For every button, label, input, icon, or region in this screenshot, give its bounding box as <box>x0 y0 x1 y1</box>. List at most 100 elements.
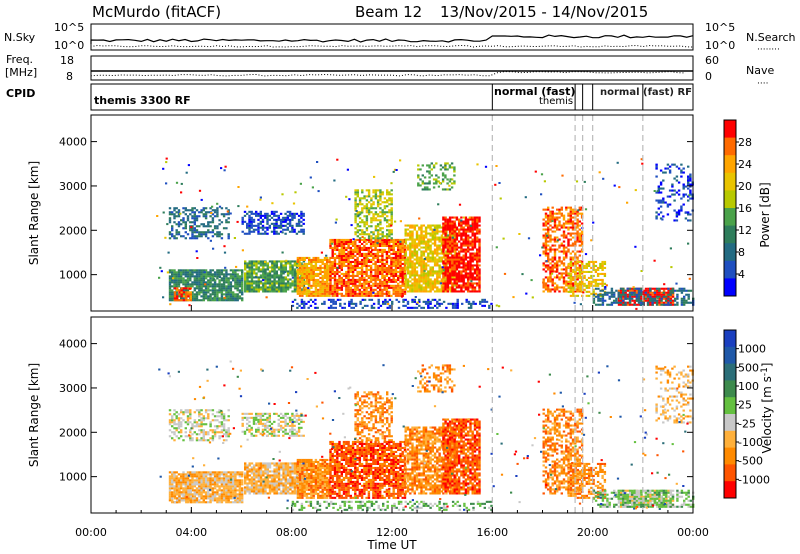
echo-cell <box>411 300 414 303</box>
echo-cell <box>354 193 357 196</box>
echo-cell <box>218 273 221 276</box>
echo-cell <box>191 229 194 232</box>
echo-cell <box>657 207 660 210</box>
echo-cell <box>173 275 176 278</box>
echo-cell <box>180 271 183 274</box>
echo-cell <box>365 217 369 220</box>
echo-cell <box>186 283 190 286</box>
echo-cell <box>596 274 600 277</box>
echo-cell <box>220 291 224 294</box>
echo-cell <box>678 289 681 292</box>
echo-cell <box>359 300 362 303</box>
echo-cell <box>551 212 554 215</box>
echo-cell <box>200 273 203 276</box>
echo-cell <box>227 235 230 238</box>
echo-cell <box>458 254 461 257</box>
echo-cell <box>669 287 673 290</box>
echo-cell <box>421 182 424 185</box>
echo-cell <box>576 272 579 275</box>
echo-cell <box>303 304 306 307</box>
echo-cell <box>451 234 455 237</box>
echo-cell <box>367 274 371 277</box>
echo-cell <box>271 262 274 265</box>
echo-cell <box>374 276 377 279</box>
echo-cell <box>314 282 318 285</box>
echo-cell <box>348 302 351 305</box>
echo-cell <box>601 297 605 300</box>
echo-cell <box>358 240 361 243</box>
echo-cell <box>363 197 366 200</box>
echo-cell <box>288 210 292 213</box>
echo-cell <box>261 224 265 227</box>
echo-cell <box>635 287 638 290</box>
echo-cell <box>669 299 672 302</box>
echo-cell <box>295 212 299 215</box>
echo-cell <box>298 266 302 269</box>
echo-cell <box>453 226 456 229</box>
echo-cell <box>291 214 294 217</box>
echo-cell <box>225 281 228 284</box>
echo-cell <box>209 271 212 274</box>
echo-cell <box>413 282 416 285</box>
echo-cell <box>433 250 437 253</box>
echo-cell <box>433 272 437 275</box>
echo-cell <box>635 303 639 306</box>
echo-cell <box>442 300 446 303</box>
echo-cell <box>361 203 364 206</box>
echo-cell <box>460 250 463 253</box>
echo-cell <box>464 220 468 223</box>
echo-cell <box>411 230 414 233</box>
echo-cell <box>345 276 348 279</box>
echo-cell <box>363 270 366 273</box>
echo-cell <box>302 212 305 215</box>
echo-cell <box>415 224 419 227</box>
echo-cell <box>323 276 327 279</box>
echo-cell <box>175 233 178 236</box>
echo-cell <box>451 254 454 257</box>
echo-cell <box>376 254 380 257</box>
echo-cell <box>433 252 437 255</box>
echo-cell <box>347 290 350 293</box>
echo-cell <box>347 276 350 279</box>
echo-cell <box>241 277 244 280</box>
echo-cell <box>207 297 210 300</box>
echo-cell <box>418 226 421 229</box>
echo-cell <box>422 240 425 243</box>
echo-cell <box>302 278 306 281</box>
echo-cell <box>257 286 260 289</box>
echo-cell <box>195 277 199 280</box>
echo-cell <box>298 286 302 289</box>
echo-cell <box>374 278 377 281</box>
echo-cell <box>329 280 332 283</box>
echo-cell <box>572 292 575 295</box>
echo-cell <box>360 282 364 285</box>
echo-cell <box>372 195 375 198</box>
echo-cell <box>655 199 658 202</box>
echo-cell <box>171 299 174 302</box>
echo-cell <box>667 297 670 300</box>
echo-cell <box>544 254 548 257</box>
echo-cell <box>401 276 404 279</box>
echo-cell <box>464 272 468 275</box>
echo-cell <box>175 229 178 232</box>
cpid-marks <box>491 84 644 110</box>
echo-cell <box>209 279 212 282</box>
echo-cell <box>433 280 437 283</box>
echo-cell <box>401 246 404 249</box>
echo-cell <box>490 302 493 305</box>
echo-cell <box>571 212 575 215</box>
echo-cell <box>376 248 380 251</box>
echo-cell <box>397 286 400 289</box>
echo-cell <box>420 250 423 253</box>
echo-cell <box>333 258 337 261</box>
echo-cell <box>367 207 371 210</box>
echo-cell <box>442 228 445 231</box>
echo-cell <box>303 306 306 309</box>
echo-cell <box>340 242 343 245</box>
echo-cell <box>376 268 380 271</box>
echo-cell <box>286 278 290 281</box>
echo-cell <box>303 282 306 285</box>
echo-cell <box>340 260 343 263</box>
echo-cell <box>365 286 368 289</box>
echo-cell <box>578 250 581 253</box>
